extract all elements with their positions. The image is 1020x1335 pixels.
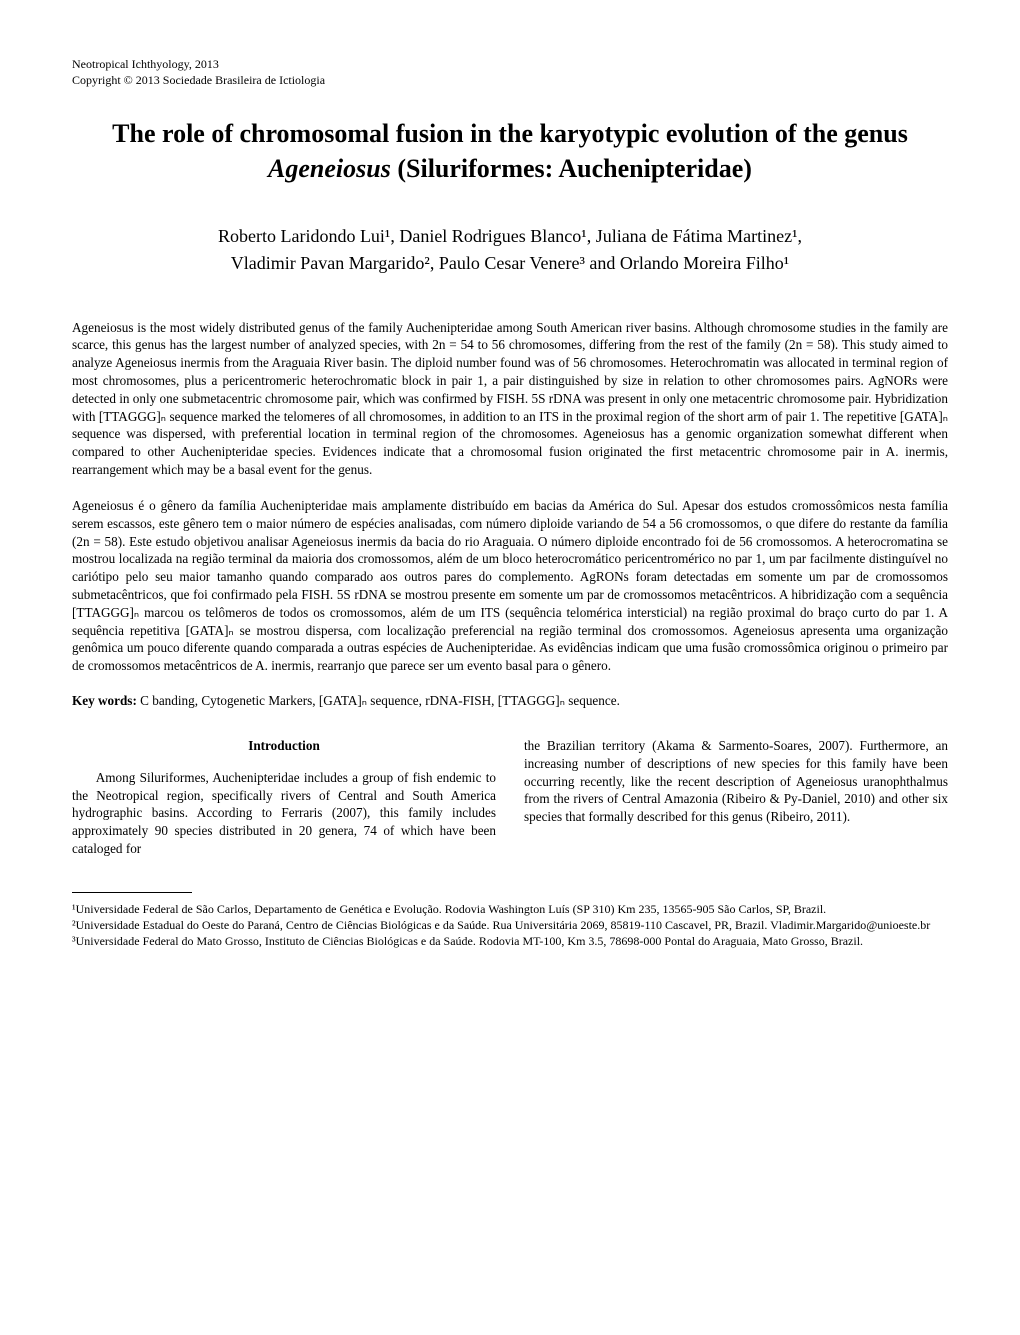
- keywords-text: C banding, Cytogenetic Markers, [GATA]ₙ …: [137, 693, 620, 708]
- authors-line2: Vladimir Pavan Margarido², Paulo Cesar V…: [72, 250, 948, 277]
- article-title: The role of chromosomal fusion in the ka…: [72, 116, 948, 186]
- authors-line1: Roberto Laridondo Lui¹, Daniel Rodrigues…: [72, 223, 948, 250]
- intro-col-left: Introduction Among Siluriformes, Aucheni…: [72, 737, 496, 858]
- journal-header: Neotropical Ichthyology, 2013 Copyright …: [72, 56, 948, 88]
- introduction-heading: Introduction: [72, 737, 496, 755]
- introduction-columns: Introduction Among Siluriformes, Aucheni…: [72, 737, 948, 858]
- copyright-line: Copyright © 2013 Sociedade Brasileira de…: [72, 72, 948, 88]
- intro-paragraph-right: the Brazilian territory (Akama & Sarment…: [524, 737, 948, 826]
- title-line1: The role of chromosomal fusion in the ka…: [112, 119, 908, 148]
- affiliation-footnotes: ¹Universidade Federal de São Carlos, Dep…: [72, 901, 948, 950]
- intro-col-right: the Brazilian territory (Akama & Sarment…: [524, 737, 948, 858]
- intro-paragraph-left: Among Siluriformes, Auchenipteridae incl…: [72, 769, 496, 858]
- title-line2-post: (Siluriformes: Auchenipteridae): [391, 154, 752, 183]
- footnote-separator: [72, 892, 192, 893]
- footnote-3: ³Universidade Federal do Mato Grosso, In…: [72, 933, 948, 949]
- journal-name: Neotropical Ichthyology, 2013: [72, 56, 948, 72]
- abstract-english: Ageneiosus is the most widely distribute…: [72, 319, 948, 479]
- author-list: Roberto Laridondo Lui¹, Daniel Rodrigues…: [72, 223, 948, 277]
- footnote-2: ²Universidade Estadual do Oeste do Paran…: [72, 917, 948, 933]
- footnote-1: ¹Universidade Federal de São Carlos, Dep…: [72, 901, 948, 917]
- keywords-label: Key words:: [72, 693, 137, 708]
- page-root: Neotropical Ichthyology, 2013 Copyright …: [0, 0, 1020, 989]
- keywords: Key words: C banding, Cytogenetic Marker…: [72, 693, 948, 709]
- title-genus-italic: Ageneiosus: [268, 154, 391, 183]
- abstract-portuguese: Ageneiosus é o gênero da família Aucheni…: [72, 497, 948, 675]
